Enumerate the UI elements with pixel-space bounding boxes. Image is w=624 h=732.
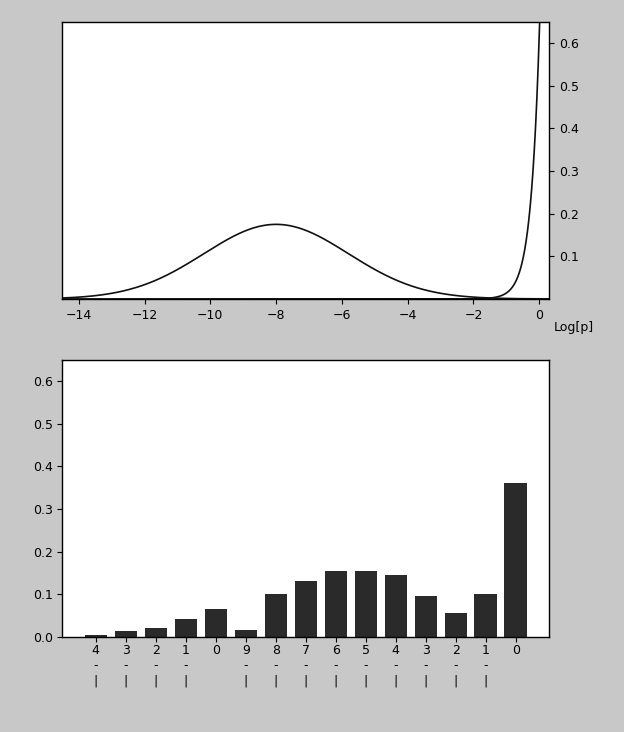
Bar: [115, 631, 137, 637]
Bar: [295, 581, 317, 637]
Bar: [205, 609, 227, 637]
Bar: [384, 575, 407, 637]
Text: Log[p]: Log[p]: [554, 321, 594, 334]
Bar: [84, 635, 107, 637]
Bar: [414, 597, 437, 637]
Bar: [235, 630, 257, 637]
Bar: [175, 619, 197, 637]
Bar: [354, 571, 377, 637]
Bar: [145, 628, 167, 637]
Bar: [444, 613, 467, 637]
Bar: [265, 594, 287, 637]
Bar: [474, 594, 497, 637]
Bar: [504, 483, 527, 637]
Bar: [324, 571, 347, 637]
